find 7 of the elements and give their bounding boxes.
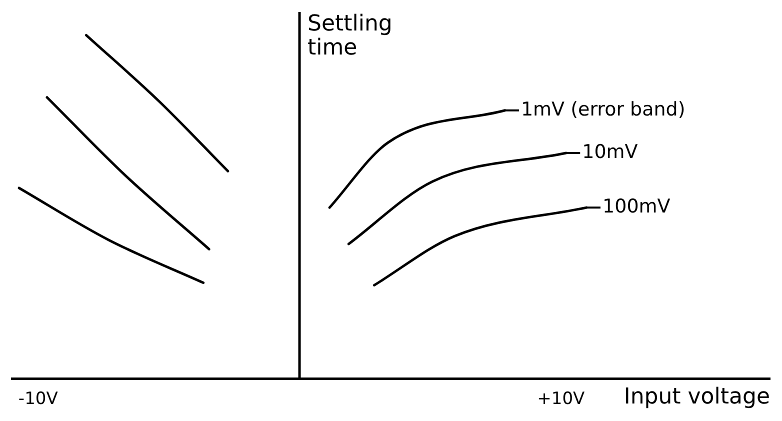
x-axis-title: Input voltage (624, 384, 770, 410)
y-axis-title: Settling time (308, 12, 392, 61)
x-tick-label: -10V (18, 389, 58, 410)
legend-label: 10mV (582, 140, 638, 163)
legend-label: 100mV (602, 196, 670, 218)
x-tick-label: +10V (537, 389, 586, 410)
legend-label: 1mV (error band) (520, 98, 686, 120)
